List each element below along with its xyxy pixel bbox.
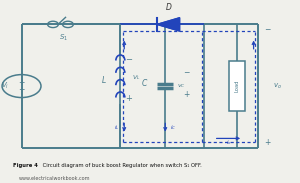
Text: $S_1$: $S_1$	[59, 32, 68, 42]
Text: $i_L$: $i_L$	[114, 123, 119, 132]
Text: −: −	[125, 55, 132, 64]
Text: +: +	[18, 78, 25, 87]
Text: $i_C$: $i_C$	[169, 123, 176, 132]
Text: $V_i$: $V_i$	[1, 81, 9, 91]
Text: $i_o$: $i_o$	[226, 138, 231, 147]
Text: $v_o$: $v_o$	[273, 81, 282, 91]
Text: $v_C$: $v_C$	[177, 82, 186, 90]
Text: $L$: $L$	[101, 74, 107, 85]
Text: −: −	[18, 85, 25, 94]
Text: −: −	[183, 68, 189, 78]
Text: −: −	[264, 25, 270, 34]
Text: Figure 4: Figure 4	[13, 163, 38, 168]
Text: $D$: $D$	[164, 1, 172, 12]
Bar	[229, 61, 245, 111]
Text: +: +	[264, 138, 270, 147]
Text: +: +	[125, 94, 132, 103]
Text: $C$: $C$	[141, 77, 148, 88]
Polygon shape	[157, 18, 180, 31]
Text: Circuit diagram of buck boost Regulator when switch S₁ OFF.: Circuit diagram of buck boost Regulator …	[41, 163, 202, 168]
Text: Load: Load	[235, 80, 240, 92]
Text: +: +	[183, 90, 189, 99]
Text: www.electricalworkbook.com: www.electricalworkbook.com	[19, 176, 90, 181]
Text: $V_L$: $V_L$	[132, 73, 141, 82]
